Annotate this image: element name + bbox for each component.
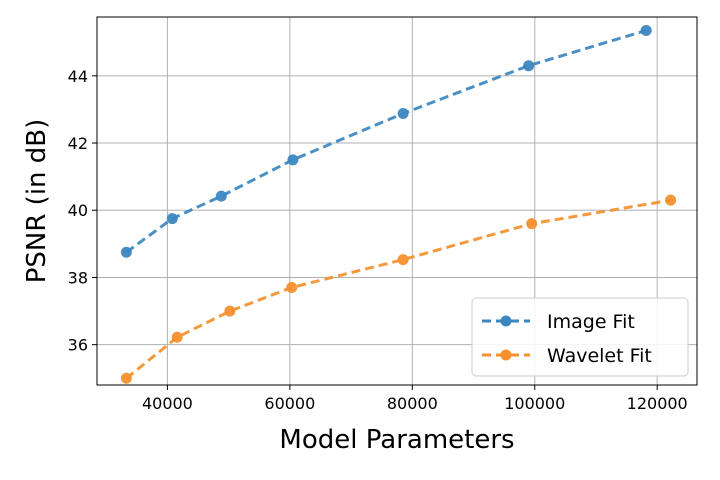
data-point-wavelet-fit	[665, 194, 677, 206]
data-point-wavelet-fit	[120, 372, 132, 384]
y-tick-label: 44	[68, 67, 88, 86]
data-point-wavelet-fit	[171, 331, 183, 343]
legend-label-wavelet-fit: Wavelet Fit	[547, 345, 652, 367]
y-tick-label: 36	[68, 336, 88, 355]
plot-frame	[96, 16, 698, 386]
x-tick-label: 40000	[142, 394, 193, 413]
x-axis-title: Model Parameters	[279, 425, 514, 455]
legend-marker-wavelet-fit	[500, 349, 512, 361]
y-tick-label: 42	[68, 134, 88, 153]
series-line-image-fit	[125, 28, 647, 254]
x-axis: 40000 60000 80000 100000 120000	[142, 385, 688, 413]
data-point-image-fit	[215, 190, 227, 202]
data-point-image-fit	[640, 24, 652, 36]
y-axis: 36 38 40 42 44	[68, 67, 97, 355]
data-point-wavelet-fit	[397, 254, 409, 266]
data-point-image-fit	[287, 154, 299, 166]
data-point-image-fit	[120, 246, 132, 258]
legend-marker-image-fit	[500, 315, 512, 327]
y-axis-title: PSNR (in dB)	[22, 119, 52, 284]
y-tick-label: 40	[68, 201, 88, 220]
x-tick-label: 80000	[387, 394, 438, 413]
y-tick-label: 38	[68, 268, 88, 287]
data-point-image-fit	[523, 60, 535, 72]
data-point-image-fit	[166, 213, 178, 225]
x-tick-label: 100000	[504, 394, 565, 413]
x-tick-label: 120000	[627, 394, 688, 413]
legend-label-image-fit: Image Fit	[547, 311, 635, 333]
x-tick-label: 60000	[264, 394, 315, 413]
series-lines	[120, 24, 677, 384]
data-point-image-fit	[397, 107, 409, 119]
data-point-wavelet-fit	[526, 218, 538, 230]
legend: Image Fit Wavelet Fit	[471, 297, 689, 377]
data-point-wavelet-fit	[286, 282, 298, 294]
data-point-wavelet-fit	[224, 305, 236, 317]
